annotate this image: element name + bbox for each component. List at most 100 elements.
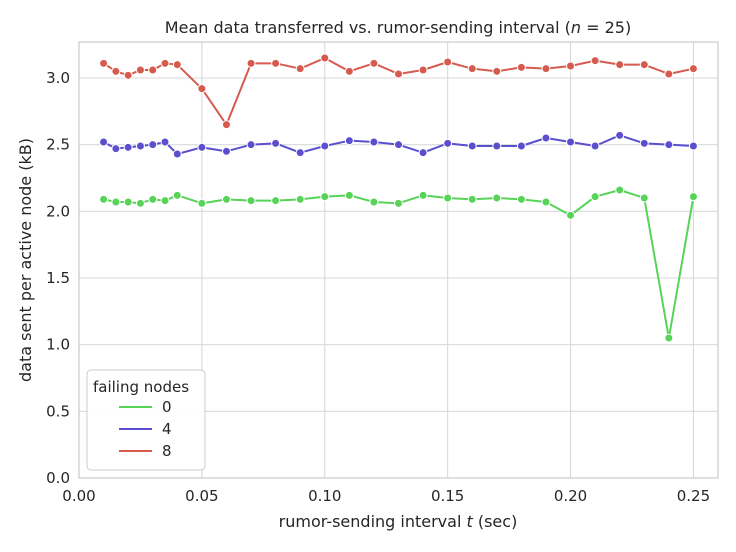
data-point	[664, 140, 674, 150]
y-tick-label: 2.0	[46, 202, 70, 220]
data-point	[566, 61, 576, 71]
legend-items: 0 4 8	[119, 398, 172, 460]
legend-box	[86, 369, 206, 471]
data-point	[160, 196, 170, 206]
data-point	[344, 136, 354, 146]
data-point	[344, 190, 354, 200]
x-tick-label: 0.05	[185, 487, 218, 505]
data-point	[221, 194, 231, 204]
data-point	[197, 142, 207, 152]
data-point	[467, 64, 477, 74]
data-point	[320, 192, 330, 202]
data-point	[172, 149, 182, 159]
data-point	[160, 137, 170, 147]
data-point	[111, 66, 121, 76]
data-point	[271, 196, 281, 206]
chart-title-n: n	[571, 18, 581, 37]
data-point	[688, 64, 698, 74]
data-point	[99, 137, 109, 147]
data-point	[467, 194, 477, 204]
data-point	[148, 65, 158, 75]
data-point	[271, 58, 281, 68]
data-point	[639, 60, 649, 70]
data-point	[111, 144, 121, 154]
data-point	[99, 58, 109, 68]
y-tick-label: 2.5	[46, 136, 70, 154]
data-point	[492, 193, 502, 203]
legend-label: 8	[162, 442, 172, 460]
data-point	[172, 190, 182, 200]
data-point	[271, 138, 281, 148]
y-tick-labels: 0.0 0.5 1.0 1.5 2.0 2.5 3.0	[46, 69, 70, 487]
series-8	[99, 53, 698, 130]
data-point	[123, 70, 133, 80]
series-line	[103, 189, 695, 339]
series-4	[99, 130, 698, 159]
data-point	[541, 197, 551, 207]
chart-title: Mean data transferred vs. rumor-sending …	[165, 18, 631, 37]
data-point	[516, 194, 526, 204]
data-point	[123, 142, 133, 152]
data-point	[221, 146, 231, 156]
plot-frame	[78, 41, 719, 479]
data-point	[492, 66, 502, 76]
x-tick-label: 0.20	[554, 487, 587, 505]
data-point	[516, 141, 526, 151]
data-point	[135, 198, 145, 208]
data-point	[148, 140, 158, 150]
data-point	[541, 133, 551, 143]
data-point	[418, 190, 428, 200]
data-point	[246, 58, 256, 68]
data-point	[467, 141, 477, 151]
data-point	[639, 138, 649, 148]
data-point	[443, 193, 453, 203]
data-point	[197, 84, 207, 94]
data-point	[172, 60, 182, 70]
data-point	[492, 141, 502, 151]
data-point	[295, 148, 305, 158]
data-point	[615, 60, 625, 70]
data-point	[369, 137, 379, 147]
x-tick-label: 0.10	[308, 487, 341, 505]
data-point	[135, 65, 145, 75]
data-point	[160, 58, 170, 68]
data-point	[148, 194, 158, 204]
data-point	[295, 64, 305, 74]
data-point	[443, 57, 453, 67]
data-point	[664, 333, 674, 343]
data-point	[418, 65, 428, 75]
legend-label: 0	[162, 398, 172, 416]
series-0	[99, 185, 698, 343]
legend-title: failing nodes	[93, 378, 189, 396]
series-layer	[99, 53, 698, 343]
y-tick-label: 1.5	[46, 269, 70, 287]
x-tick-label: 0.15	[431, 487, 464, 505]
data-point	[615, 185, 625, 195]
data-point	[639, 193, 649, 203]
series-line	[103, 57, 694, 126]
data-point	[615, 130, 625, 140]
data-point	[111, 197, 121, 207]
y-tick-label: 1.0	[46, 336, 70, 354]
legend-item-8: 8	[119, 442, 172, 460]
data-point	[443, 138, 453, 148]
data-point	[688, 141, 698, 151]
data-point	[320, 53, 330, 63]
data-point	[566, 210, 576, 220]
x-tick-labels: 0.00 0.05 0.10 0.15 0.20 0.25	[62, 487, 710, 505]
data-point	[394, 140, 403, 150]
data-point	[99, 194, 109, 204]
legend-item-4: 4	[119, 420, 172, 438]
x-tick-label: 0.25	[677, 487, 710, 505]
y-tick-label: 0.0	[46, 469, 70, 487]
data-point	[246, 196, 256, 206]
legend-label: 4	[162, 420, 172, 438]
data-point	[418, 148, 428, 158]
data-point	[688, 192, 698, 202]
data-point	[516, 62, 526, 72]
x-tick-label: 0.00	[62, 487, 95, 505]
data-point	[566, 137, 576, 147]
data-point	[320, 141, 330, 151]
data-point	[590, 192, 600, 202]
